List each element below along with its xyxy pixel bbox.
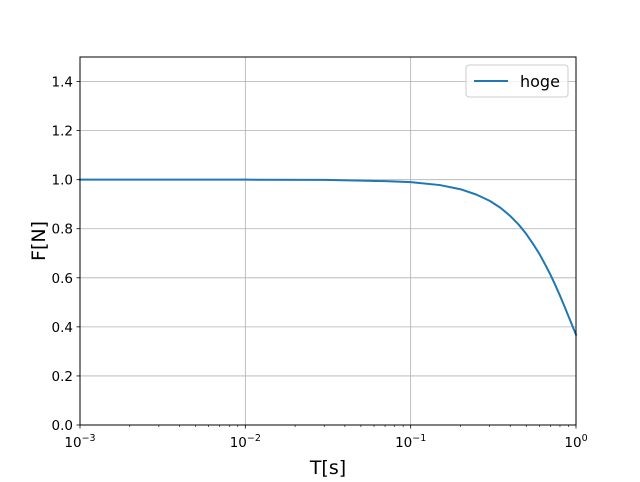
grid (79, 57, 577, 426)
y-tick-label: 1.4 (52, 75, 73, 91)
ticks: 0.0 0.2 0.4 0.6 0.8 1.0 1.2 1.4 10−3 10−2 10−1 100 (52, 75, 588, 451)
series-layer (79, 178, 578, 337)
y-tick-label: 0.6 (52, 271, 73, 287)
y-tick-label: 0.0 (52, 418, 73, 434)
series-line-hoge (79, 178, 578, 337)
legend: hoge (465, 64, 569, 98)
y-tick-label: 1.0 (52, 173, 73, 189)
legend-box (465, 64, 569, 98)
x-axis-label: T[s] (309, 457, 346, 478)
y-tick-label: 0.8 (52, 222, 73, 238)
y-axis-label: F[N] (28, 221, 50, 261)
y-tick-label: 1.2 (52, 124, 73, 140)
legend-label: hoge (520, 72, 560, 91)
plot-frame (79, 56, 577, 426)
y-tick-label: 0.4 (52, 320, 73, 336)
x-tick-label: 10−1 (395, 433, 426, 451)
x-tick-label: 10−2 (230, 433, 261, 451)
x-tick-label: 10−3 (64, 433, 95, 451)
y-tick-label: 0.2 (52, 369, 73, 385)
x-tick-label: 100 (564, 433, 587, 451)
